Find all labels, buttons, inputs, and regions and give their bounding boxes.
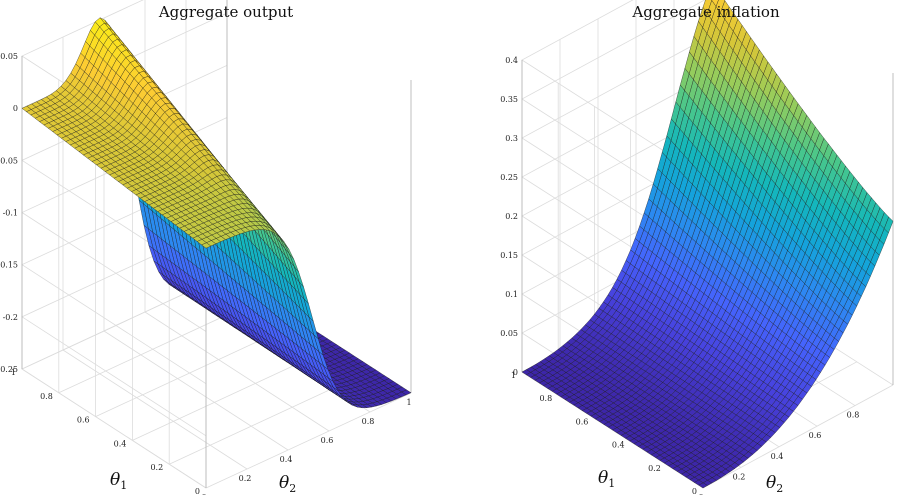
z-axis-ticks: 0.05 0 -0.05 -0.1 -0.15 -0.2 -0.25 (0, 52, 18, 374)
z-tick-label: 0.15 (500, 251, 518, 260)
theta2-tick-label: 0 (698, 493, 703, 495)
theta1-tick-label: 0.4 (612, 441, 625, 450)
z-tick-label: 0.1 (505, 290, 518, 299)
theta2-tick-label: 0.2 (239, 474, 252, 483)
z-tick-label: 0.25 (500, 173, 518, 182)
z-tick-label: 0.05 (0, 52, 18, 61)
theta1-tick-label: 1 (511, 371, 516, 380)
aggregate-inflation-chart: Aggregate inflation 0.4 0.35 0.3 0.25 0.2 0.1… (500, 0, 894, 495)
theta1-axis-ticks: 0 0.2 0.4 0.6 0.8 1 (511, 371, 697, 495)
theta1-tick-label: 0.8 (40, 392, 53, 401)
theta1-axis-label: θ1 (110, 470, 127, 492)
theta2-axis-label: θ2 (279, 473, 296, 495)
theta1-axis-ticks: 0 0.2 0.4 0.6 0.8 1 (11, 368, 200, 495)
z-tick-label: 0.3 (505, 134, 518, 143)
theta1-axis-label: θ1 (598, 468, 615, 490)
theta2-tick-label: 0.4 (280, 455, 293, 464)
chart-title: Aggregate inflation (631, 3, 780, 21)
theta2-axis-label: θ2 (766, 473, 783, 495)
aggregate-inflation-surface (521, 0, 894, 489)
theta2-tick-label: 0.2 (733, 472, 746, 481)
z-tick-label: -0.1 (3, 209, 18, 218)
surface-cell (711, 0, 719, 7)
theta1-tick-label: 0 (195, 487, 200, 495)
theta2-tick-label: 1 (406, 398, 411, 407)
z-tick-label: 0.4 (505, 56, 518, 65)
surface-cell (883, 216, 894, 234)
z-tick-label: -0.2 (3, 313, 18, 322)
theta2-tick-label: 0.8 (847, 411, 860, 420)
theta1-tick-label: 0.2 (150, 463, 163, 472)
theta1-tick-label: 0.8 (539, 394, 552, 403)
aggregate-output-surface (21, 17, 412, 408)
z-tick-label: -0.25 (0, 365, 18, 374)
z-tick-label: 0.05 (500, 329, 518, 338)
theta1-tick-label: 0.6 (576, 417, 589, 426)
theta1-tick-label: 0.6 (77, 416, 90, 425)
z-tick-label: -0.15 (0, 261, 18, 270)
z-tick-label: 0.35 (500, 95, 518, 104)
z-tick-label: 0 (13, 104, 18, 113)
z-tick-label: -0.05 (0, 156, 18, 165)
z-tick-label: 0 (513, 368, 518, 377)
theta2-tick-label: 0.6 (809, 431, 822, 440)
surface-cell (401, 389, 412, 396)
theta1-tick-label: 0 (692, 487, 697, 495)
theta2-tick-label: 0 (201, 493, 206, 495)
aggregate-output-chart: Aggregate output 0.05 0 -0.05 -0.1 -0.15 -0.2… (0, 0, 412, 495)
theta2-tick-label: 0.8 (362, 417, 375, 426)
z-tick-label: 0.2 (505, 212, 518, 221)
theta2-axis-ticks: 0 0.2 0.4 0.6 0.8 1 (201, 398, 411, 495)
theta1-tick-label: 0.2 (648, 464, 661, 473)
theta2-tick-label: 0.4 (771, 452, 784, 461)
theta2-axis-ticks: 0 0.2 0.4 0.6 0.8 (698, 411, 859, 495)
theta2-tick-label: 0.6 (321, 436, 334, 445)
chart-title: Aggregate output (158, 3, 293, 21)
z-axis-ticks: 0.4 0.35 0.3 0.25 0.2 0.15 0.1 0.05 0 (500, 56, 518, 377)
theta1-tick-label: 0.4 (114, 439, 127, 448)
theta1-tick-label: 1 (11, 368, 16, 377)
